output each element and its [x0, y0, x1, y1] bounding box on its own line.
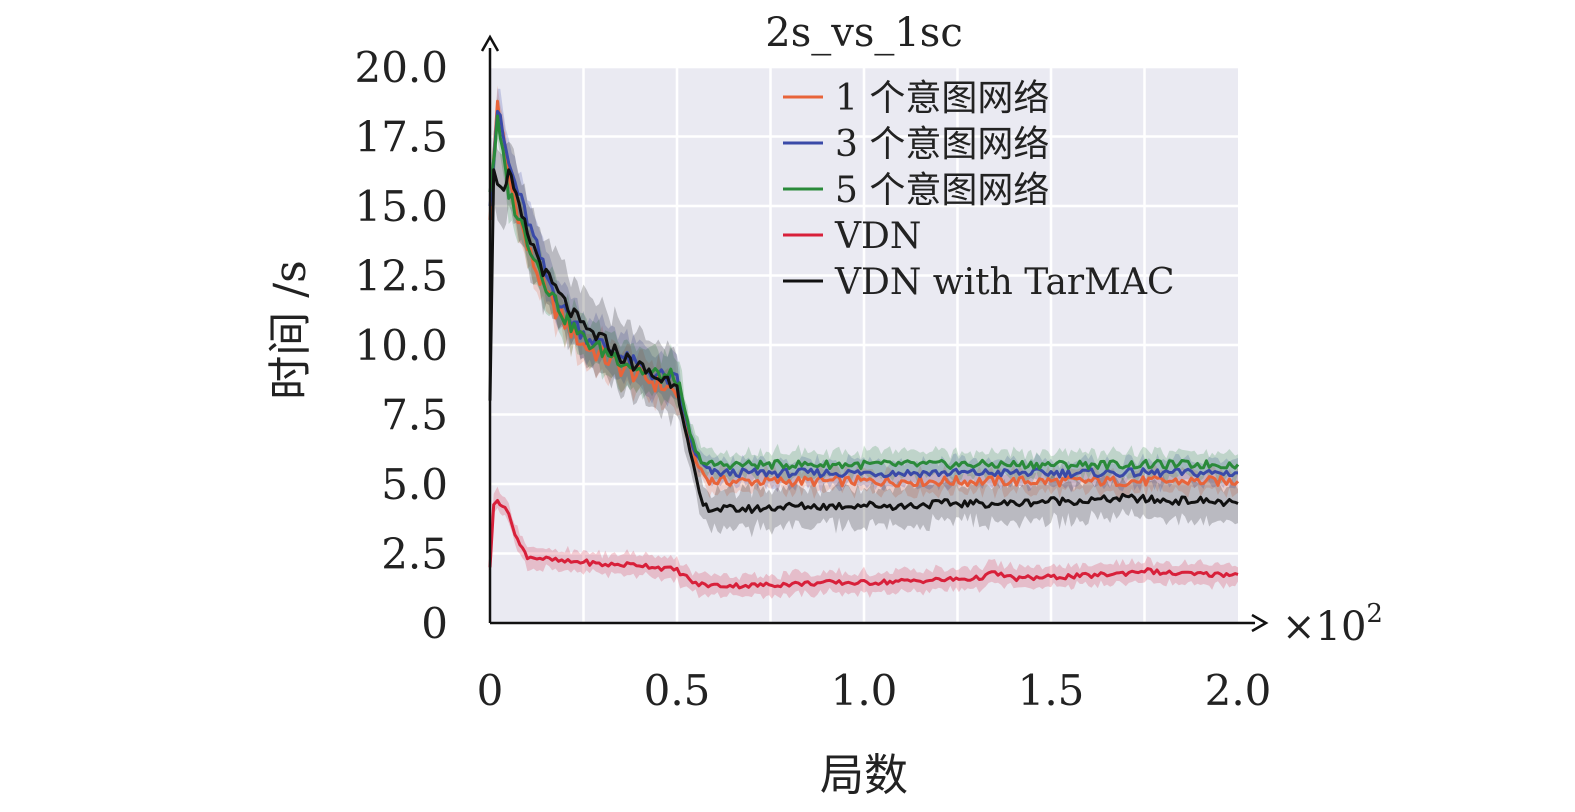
y-tick-label: 17.5: [354, 113, 448, 162]
x-tick-label: 1.0: [831, 666, 898, 715]
legend-label: 1 个意图网络: [835, 78, 1049, 119]
x-axis-arrow: [1251, 613, 1269, 633]
x-tick-label: 0.5: [644, 666, 711, 715]
y-tick-label: 2.5: [381, 530, 448, 579]
x-axis-multiplier: ×102: [1282, 599, 1383, 650]
y-tick-label: 7.5: [381, 391, 448, 440]
legend-label: VDN: [834, 216, 921, 257]
chart-title: 2s_vs_1sc: [765, 10, 962, 56]
x-axis-label: 局数: [820, 750, 908, 801]
legend-label: 5 个意图网络: [835, 170, 1049, 211]
y-tick-label: 15.0: [354, 182, 448, 231]
grid-lines: [490, 65, 1238, 623]
tick-labels: 0 0.5 1.0 1.5 2.0 0 2.5 5.0 7.5 10.0 12.5 15.0 17.5 2…: [354, 43, 1271, 715]
legend-label: VDN with TarMAC: [834, 262, 1175, 303]
y-axis-label: 时间 /s: [265, 260, 316, 399]
x-axis-multiplier-base: ×10: [1282, 604, 1366, 650]
x-tick-label: 2.0: [1205, 666, 1272, 715]
y-tick-label: 5.0: [381, 460, 448, 509]
y-tick-label: 0: [421, 599, 448, 648]
y-tick-label: 20.0: [354, 43, 448, 92]
x-tick-label: 1.5: [1018, 666, 1085, 715]
x-tick-label: 0: [477, 666, 504, 715]
axes: [480, 34, 1269, 633]
series-band: [490, 129, 1238, 538]
legend-label: 3 个意图网络: [835, 124, 1049, 165]
series-line: [488, 499, 1239, 590]
series-line: [488, 168, 1239, 514]
series-lines: [488, 99, 1240, 590]
legend: 1 个意图网络 3 个意图网络 5 个意图网络 VDN VDN with TarMAC: [783, 78, 1175, 303]
y-tick-label: 10.0: [354, 321, 448, 370]
y-tick-label: 12.5: [354, 252, 448, 301]
y-axis-arrow: [480, 34, 500, 52]
x-axis-multiplier-exponent: 2: [1366, 599, 1383, 629]
series-line: [488, 114, 1240, 471]
